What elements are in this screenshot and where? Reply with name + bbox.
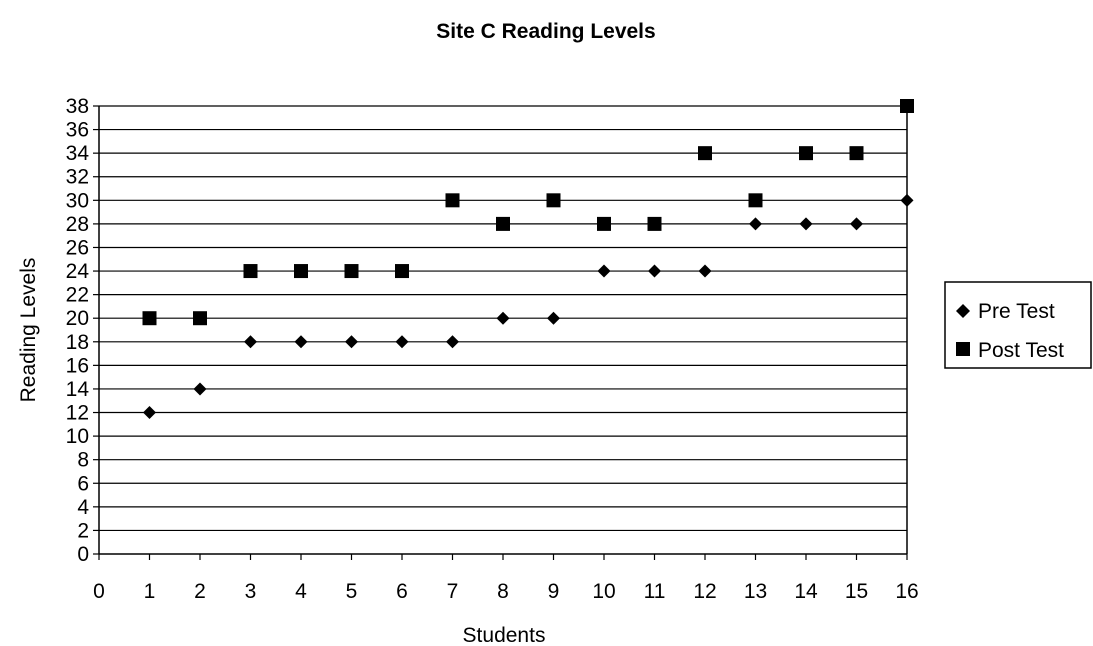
x-tick-label: 15 (845, 580, 868, 603)
y-tick-label: 22 (66, 284, 89, 307)
x-tick-label: 9 (548, 580, 560, 603)
x-tick-label: 16 (895, 580, 918, 603)
x-tick-labels: 0 1 2 3 4 5 6 7 8 9 10 11 12 13 14 15 16 (93, 580, 919, 603)
legend-post-test-marker (956, 342, 970, 356)
axes (93, 105, 908, 560)
post-test-point (647, 216, 662, 231)
post-test-point (799, 146, 813, 161)
pre-test-point (698, 264, 712, 278)
y-tick-label: 28 (66, 213, 89, 236)
post-test-point (698, 146, 712, 161)
post-test-point (142, 311, 157, 326)
x-tick-label: 10 (592, 580, 615, 603)
post-test-point (193, 311, 207, 326)
y-tick-label: 32 (66, 166, 89, 189)
x-tick-label: 2 (194, 580, 206, 603)
post-test-point (900, 99, 914, 113)
post-test-point (597, 216, 611, 231)
y-tick-label: 26 (66, 236, 89, 259)
plot-area (99, 106, 907, 554)
pre-test-point (496, 311, 510, 325)
x-tick-label: 14 (794, 580, 818, 603)
x-axis-label: Students (463, 624, 546, 646)
y-tick-label: 12 (66, 402, 89, 425)
y-tick-label: 20 (66, 307, 89, 330)
post-test-point (445, 193, 460, 208)
y-tick-label: 6 (77, 472, 89, 495)
pre-test-point (850, 217, 863, 231)
pre-test-point (446, 335, 459, 349)
x-tick-label: 6 (396, 580, 408, 603)
post-test-point (294, 264, 308, 279)
y-tick-label: 30 (66, 189, 89, 212)
post-test-point (546, 193, 561, 208)
y-tick-label: 38 (66, 95, 89, 118)
x-tick-label: 3 (245, 580, 257, 603)
y-tick-label: 16 (66, 354, 89, 377)
x-tick-label: 0 (93, 580, 105, 603)
y-tick-label: 10 (66, 425, 89, 448)
data-points (142, 99, 914, 420)
pre-test-point (395, 335, 409, 349)
x-tick-label: 11 (644, 580, 666, 603)
y-tick-label: 2 (77, 519, 89, 542)
legend-post-test-label: Post Test (978, 339, 1064, 362)
legend-pre-test-marker (956, 304, 970, 318)
pre-test-point (648, 264, 661, 278)
x-tick-label: 1 (144, 580, 156, 603)
pre-test-point (345, 335, 358, 349)
x-tick-label: 12 (693, 580, 716, 603)
y-tick-label: 14 (66, 378, 90, 401)
legend: Pre Test Post Test (944, 281, 1092, 369)
y-tick-label: 36 (66, 119, 89, 142)
y-tick-label: 24 (66, 260, 90, 283)
pre-test-point (547, 311, 560, 325)
pre-test-point (193, 382, 207, 396)
chart-title: Site C Reading Levels (436, 20, 655, 43)
legend-pre-test-label: Pre Test (978, 300, 1055, 323)
pre-test-point (294, 335, 308, 349)
pre-test-point (143, 406, 156, 420)
post-test-point (243, 264, 258, 279)
post-test-point (748, 193, 763, 208)
y-tick-label: 0 (77, 543, 89, 566)
post-test-point (344, 264, 359, 279)
y-tick-label: 8 (77, 449, 89, 472)
x-tick-label: 4 (295, 580, 307, 603)
pre-test-point (597, 264, 611, 278)
y-axis-label: Reading Levels (17, 258, 40, 403)
pre-test-point (900, 193, 914, 207)
pre-test-point (749, 217, 762, 231)
y-tick-label: 4 (77, 496, 89, 519)
x-tick-label: 5 (346, 580, 358, 603)
post-test-point (395, 264, 409, 279)
pre-test-point (244, 335, 257, 349)
x-tick-label: 7 (447, 580, 459, 603)
x-tick-label: 8 (497, 580, 509, 603)
y-tick-label: 18 (66, 331, 89, 354)
y-tick-label: 34 (66, 142, 90, 165)
pre-test-point (799, 217, 813, 231)
x-tick-label: 13 (744, 580, 767, 603)
post-test-point (849, 146, 864, 161)
post-test-point (496, 216, 510, 231)
